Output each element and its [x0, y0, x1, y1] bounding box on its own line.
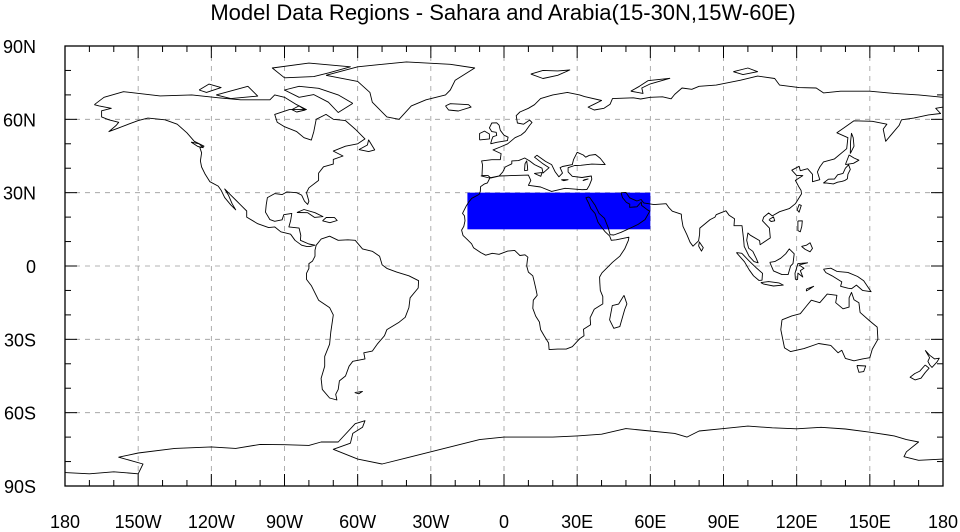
coastline-cyprus — [582, 178, 589, 182]
coastline-hokkaido — [844, 154, 860, 166]
x-tick-label: 90E — [707, 512, 739, 532]
x-tick-label: 120W — [188, 512, 235, 532]
coastline-luzon — [797, 220, 803, 233]
y-tick-label: 30S — [4, 330, 36, 350]
coastline-svalbard — [530, 69, 571, 79]
coastline-taiwan — [796, 204, 802, 213]
coastline-baffin-island — [284, 85, 354, 113]
coastline-south-america — [306, 235, 420, 401]
coastline-australia — [780, 291, 879, 362]
map-title: Model Data Regions - Sahara and Arabia(1… — [210, 0, 795, 25]
graticule — [65, 46, 943, 486]
coastline-vancouver-island — [190, 141, 204, 149]
y-tick-label: 30N — [3, 184, 36, 204]
coastline-great-britain — [488, 122, 509, 145]
coastline-victoria-island — [216, 85, 259, 100]
coastline-tasmania — [856, 365, 867, 373]
x-tick-label: 150E — [849, 512, 891, 532]
x-tick-label: 30W — [412, 512, 449, 532]
coastline-timor — [805, 285, 815, 292]
coastline-crete — [561, 179, 569, 182]
x-tick-label: 30E — [561, 512, 593, 532]
region-box-layer — [467, 192, 651, 230]
axis-ticks — [64, 45, 944, 487]
coastlines — [64, 61, 944, 475]
x-tick-label: 120E — [776, 512, 818, 532]
latitude-labels: 90N 60N 30N 0 30S 60S 90S — [3, 37, 36, 497]
y-tick-label: 60S — [4, 404, 36, 424]
coastline-nz-south — [909, 364, 930, 381]
x-tick-label: 90W — [266, 512, 303, 532]
coastline-falklands — [354, 390, 363, 395]
coastline-hispaniola — [322, 216, 338, 224]
coastline-madagascar — [609, 295, 628, 329]
coastline-sulawesi — [794, 262, 809, 280]
coastline-newfoundland — [358, 139, 376, 153]
coastline-philippines-south — [801, 242, 813, 253]
y-tick-label: 0 — [26, 257, 36, 277]
coastline-southampton-island — [291, 105, 306, 113]
longitude-labels: 180 150W 120W 90W 60W 30W 0 30E 60E 90E 120E 150E 18… — [50, 512, 958, 532]
coastline-antarctica — [64, 420, 944, 475]
coastline-severnaya-zemlya — [733, 67, 759, 76]
x-tick-label: 150W — [115, 512, 162, 532]
coastline-north-america — [94, 91, 366, 247]
y-tick-label: 60N — [3, 110, 36, 130]
x-tick-label: 180 — [50, 512, 80, 532]
coastline-new-guinea — [823, 267, 872, 293]
coastline-ireland — [479, 130, 490, 141]
coastline-eurasia-africa — [461, 75, 944, 351]
coastline-new-zealand — [924, 349, 940, 368]
coastline-iceland — [445, 103, 472, 112]
x-tick-label: 180 — [928, 512, 958, 532]
coastline-sicily — [534, 172, 543, 177]
coastline-borneo — [769, 248, 795, 276]
x-tick-label: 60W — [339, 512, 376, 532]
coastline-ellesmere-island — [271, 62, 351, 79]
coastline-cuba — [296, 209, 324, 218]
coastline-sumatra — [736, 252, 763, 281]
x-tick-label: 0 — [499, 512, 509, 532]
coastline-japan-honshu — [823, 164, 851, 185]
y-tick-label: 90N — [3, 37, 36, 57]
coastline-hainan — [768, 216, 776, 222]
y-tick-label: 90S — [4, 477, 36, 497]
coastline-sakhalin — [849, 132, 855, 154]
coastline-greenland — [325, 61, 476, 120]
coastline-sri-lanka — [698, 241, 704, 252]
x-tick-label: 60E — [634, 512, 666, 532]
coastline-banks-island — [198, 83, 222, 93]
coastline-novaya-zemlya — [630, 77, 671, 94]
region-box — [467, 192, 651, 230]
coastline-corsica-sardinia — [524, 160, 529, 172]
coastline-java — [760, 281, 784, 287]
